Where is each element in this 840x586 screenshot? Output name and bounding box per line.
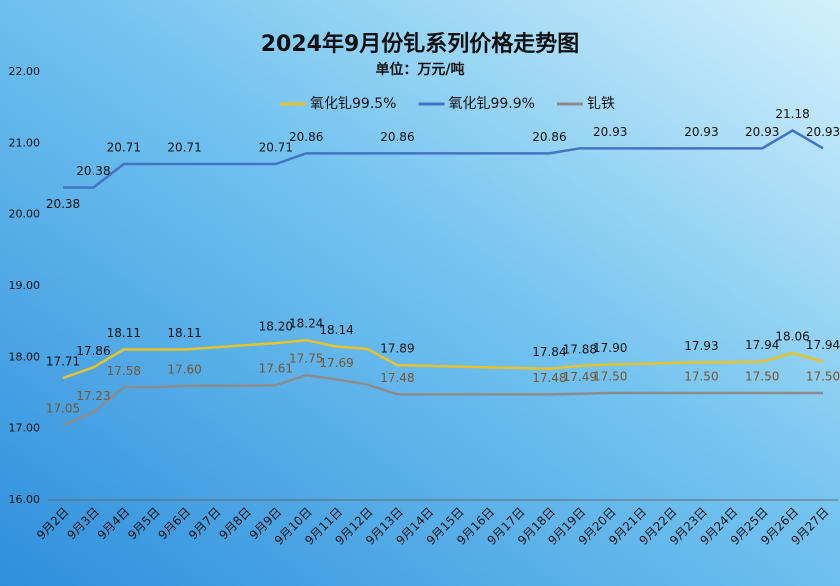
y-tick-label: 20.00 xyxy=(9,208,41,221)
data-label: 17.50 xyxy=(745,370,779,384)
data-label: 17.50 xyxy=(684,370,718,384)
data-label: 17.93 xyxy=(684,339,718,353)
data-label: 20.93 xyxy=(684,125,718,139)
series-line xyxy=(63,129,824,189)
data-label: 17.89 xyxy=(380,342,414,356)
y-tick-label: 22.00 xyxy=(9,65,41,78)
y-tick-label: 17.00 xyxy=(9,422,41,435)
y-tick-label: 18.00 xyxy=(9,350,41,363)
data-label: 17.49 xyxy=(563,370,597,384)
data-label: 18.20 xyxy=(259,320,293,334)
data-label: 18.14 xyxy=(319,323,353,337)
series-line xyxy=(62,338,824,380)
data-label: 17.71 xyxy=(46,355,80,369)
legend-label: 钆铁 xyxy=(587,96,615,112)
data-label: 20.71 xyxy=(167,141,201,155)
data-label: 17.75 xyxy=(289,352,323,366)
chart-title: 2024年9月份钆系列价格走势图 xyxy=(261,31,580,57)
data-label: 20.71 xyxy=(107,141,141,155)
chart-subtitle: 单位：万元/吨 xyxy=(375,61,464,78)
data-label: 20.71 xyxy=(259,141,293,155)
data-label: 18.11 xyxy=(167,326,201,340)
data-label: 17.86 xyxy=(76,344,110,358)
data-label: 17.94 xyxy=(806,338,840,352)
data-label: 17.84 xyxy=(532,345,566,359)
data-label: 17.05 xyxy=(46,402,80,416)
data-label: 18.11 xyxy=(107,326,141,340)
legend-label: 氧化钆99.9% xyxy=(448,96,534,112)
series-line xyxy=(62,373,823,427)
data-label: 21.18 xyxy=(775,107,809,121)
data-label: 17.94 xyxy=(745,338,779,352)
y-tick-label: 21.00 xyxy=(9,136,41,149)
data-label: 18.24 xyxy=(289,317,323,331)
data-label: 18.06 xyxy=(775,330,809,344)
data-label: 20.86 xyxy=(532,130,566,144)
data-label: 17.48 xyxy=(380,371,414,385)
data-label: 17.69 xyxy=(319,356,353,370)
data-label: 20.38 xyxy=(46,197,80,211)
data-label: 17.58 xyxy=(107,364,141,378)
y-tick-label: 16.00 xyxy=(9,493,41,506)
data-label: 20.93 xyxy=(806,125,840,139)
data-label: 20.38 xyxy=(76,164,110,178)
data-label: 20.86 xyxy=(380,130,414,144)
data-label: 17.88 xyxy=(563,342,597,356)
data-label: 20.86 xyxy=(289,130,323,144)
data-label: 20.93 xyxy=(745,125,779,139)
data-label: 17.23 xyxy=(76,389,110,403)
data-label: 17.50 xyxy=(806,370,840,384)
data-label: 20.93 xyxy=(593,125,627,139)
data-label: 17.61 xyxy=(259,362,293,376)
data-label: 17.50 xyxy=(593,370,627,384)
legend-label: 氧化钆99.5% xyxy=(310,96,396,112)
y-tick-label: 19.00 xyxy=(9,279,41,292)
data-label: 17.90 xyxy=(593,341,627,355)
data-label: 17.48 xyxy=(532,371,566,385)
data-label: 17.60 xyxy=(167,362,201,376)
